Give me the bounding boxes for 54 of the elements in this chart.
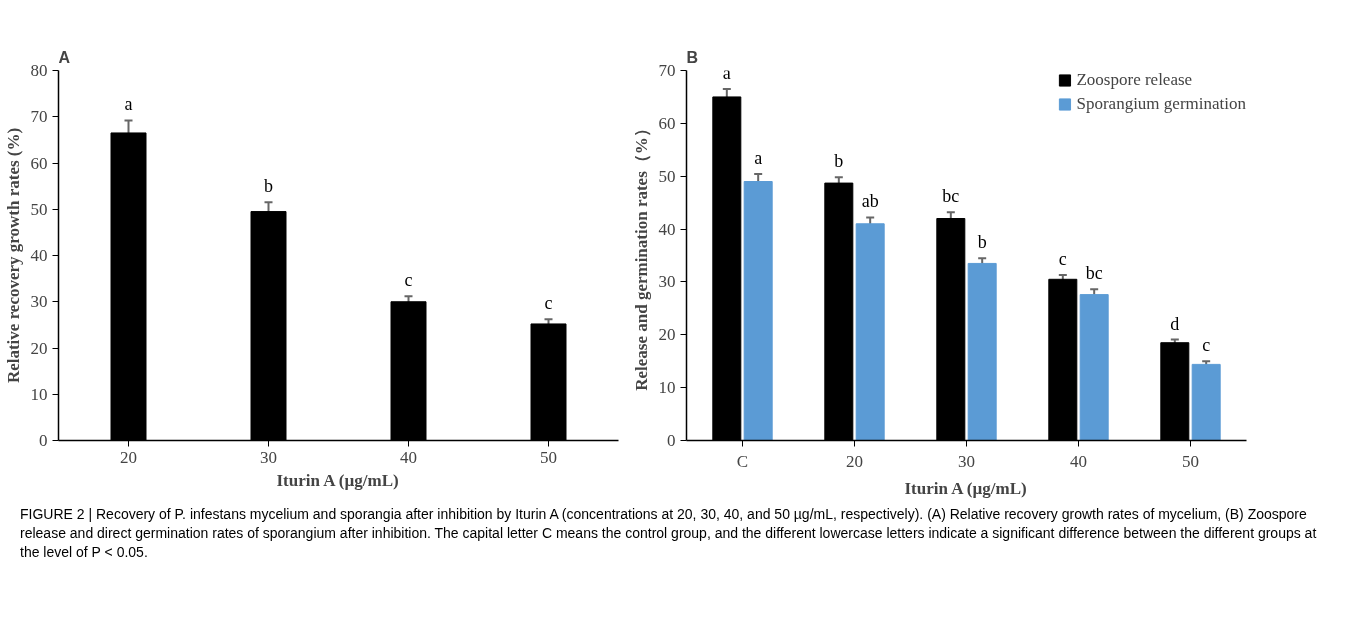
chart-title: A (58, 48, 71, 66)
y-tick-label: 10 (30, 384, 48, 404)
annotation: b (834, 151, 844, 172)
y-tick-label: 0 (667, 431, 676, 450)
y-tick-label: 60 (30, 153, 48, 173)
x-axis-title: Iturin A (µg/mL) (276, 470, 399, 490)
x-tick-label: 50 (1182, 451, 1199, 471)
y-tick-label: 30 (658, 272, 676, 292)
annotation: ab (861, 191, 879, 212)
x-tick-label: 40 (1070, 451, 1087, 471)
x-tick-label: 20 (846, 451, 863, 471)
annotation: a (722, 63, 731, 83)
bar (1079, 294, 1109, 441)
x-tick-label: 30 (260, 447, 277, 467)
annotation: b (264, 176, 273, 197)
y-tick-label: 70 (658, 61, 676, 80)
x-tick-label: 30 (958, 451, 975, 471)
legend-label: Zoospore release (1076, 70, 1193, 90)
annotation: c (1058, 249, 1067, 270)
bar (743, 181, 773, 441)
y-tick-label: 30 (30, 292, 48, 312)
bar (855, 223, 885, 441)
x-tick-label: 50 (540, 447, 557, 467)
y-tick-label: 70 (30, 107, 48, 127)
y-tick-label: 20 (658, 325, 676, 345)
bar (1191, 363, 1221, 441)
annotation: d (1170, 313, 1180, 334)
annotation: a (754, 148, 763, 169)
annotation: c (404, 270, 413, 291)
annotation: c (1202, 335, 1211, 356)
y-tick-label: 60 (658, 113, 676, 133)
y-tick-label: 50 (658, 166, 676, 186)
x-tick-label: 40 (400, 447, 417, 467)
annotation: b (977, 232, 987, 253)
y-axis-title: Release and germination rates（%） (631, 120, 651, 391)
y-tick-label: 40 (658, 219, 676, 239)
annotation: bc (1085, 263, 1103, 284)
bar (967, 262, 997, 441)
y-tick-label: 40 (30, 246, 48, 265)
y-axis-title: Relative recovery growth rates (%) (3, 127, 23, 384)
x-tick-label: C (736, 451, 749, 471)
annotation: a (124, 94, 133, 115)
y-tick-label: 20 (30, 338, 48, 358)
legend-label: Sporangium germination (1076, 94, 1246, 114)
annotation: c (544, 293, 553, 314)
x-axis-title: Iturin A (µg/mL) (904, 478, 1027, 498)
y-tick-label: 50 (30, 199, 48, 219)
y-tick-label: 80 (30, 61, 48, 80)
y-tick-label: 0 (39, 431, 48, 450)
annotation: bc (942, 186, 960, 207)
caption: FIGURE 2 | Recovery of P. infestans mycelium and sporangia after inhibition by Iturin A (concentrations at 20, 30, 40, and 50 µg/mL, respectively). (A) Relative recovery growth rates of mycelium, (B) Zoospore release and direct germination rates of sporangium after inhibition. The capital letter C means the control group, and the different lowercase letters indicate a significant difference between the different groups at the level of P < 0.05. (20, 505, 1318, 562)
chart-title: B (686, 48, 699, 66)
x-tick-label: 20 (120, 447, 137, 467)
y-tick-label: 10 (658, 378, 676, 398)
